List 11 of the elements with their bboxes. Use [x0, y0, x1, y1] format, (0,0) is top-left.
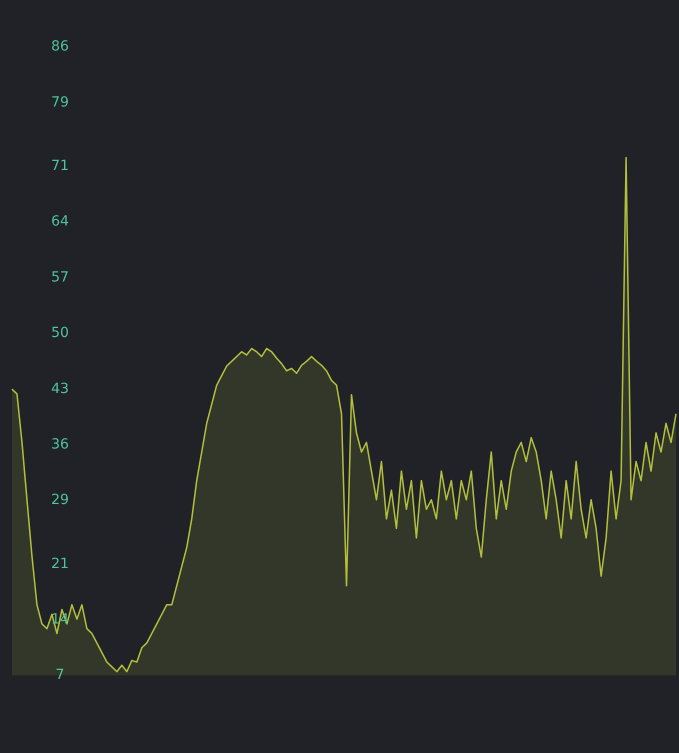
y-tick-label: 64	[51, 214, 69, 230]
y-tick-label: 86	[51, 38, 69, 55]
y-tick-label: 29	[51, 492, 69, 508]
y-tick-label: 79	[51, 94, 69, 110]
y-tick-label: 57	[51, 269, 69, 286]
y-tick-label: 21	[51, 556, 69, 572]
y-tick-label: 36	[51, 436, 69, 452]
y-tick-label: 50	[51, 325, 69, 342]
y-tick-label: 43	[51, 380, 69, 397]
y-tick-label: 7	[56, 667, 64, 684]
y-tick-label: 71	[51, 158, 69, 174]
